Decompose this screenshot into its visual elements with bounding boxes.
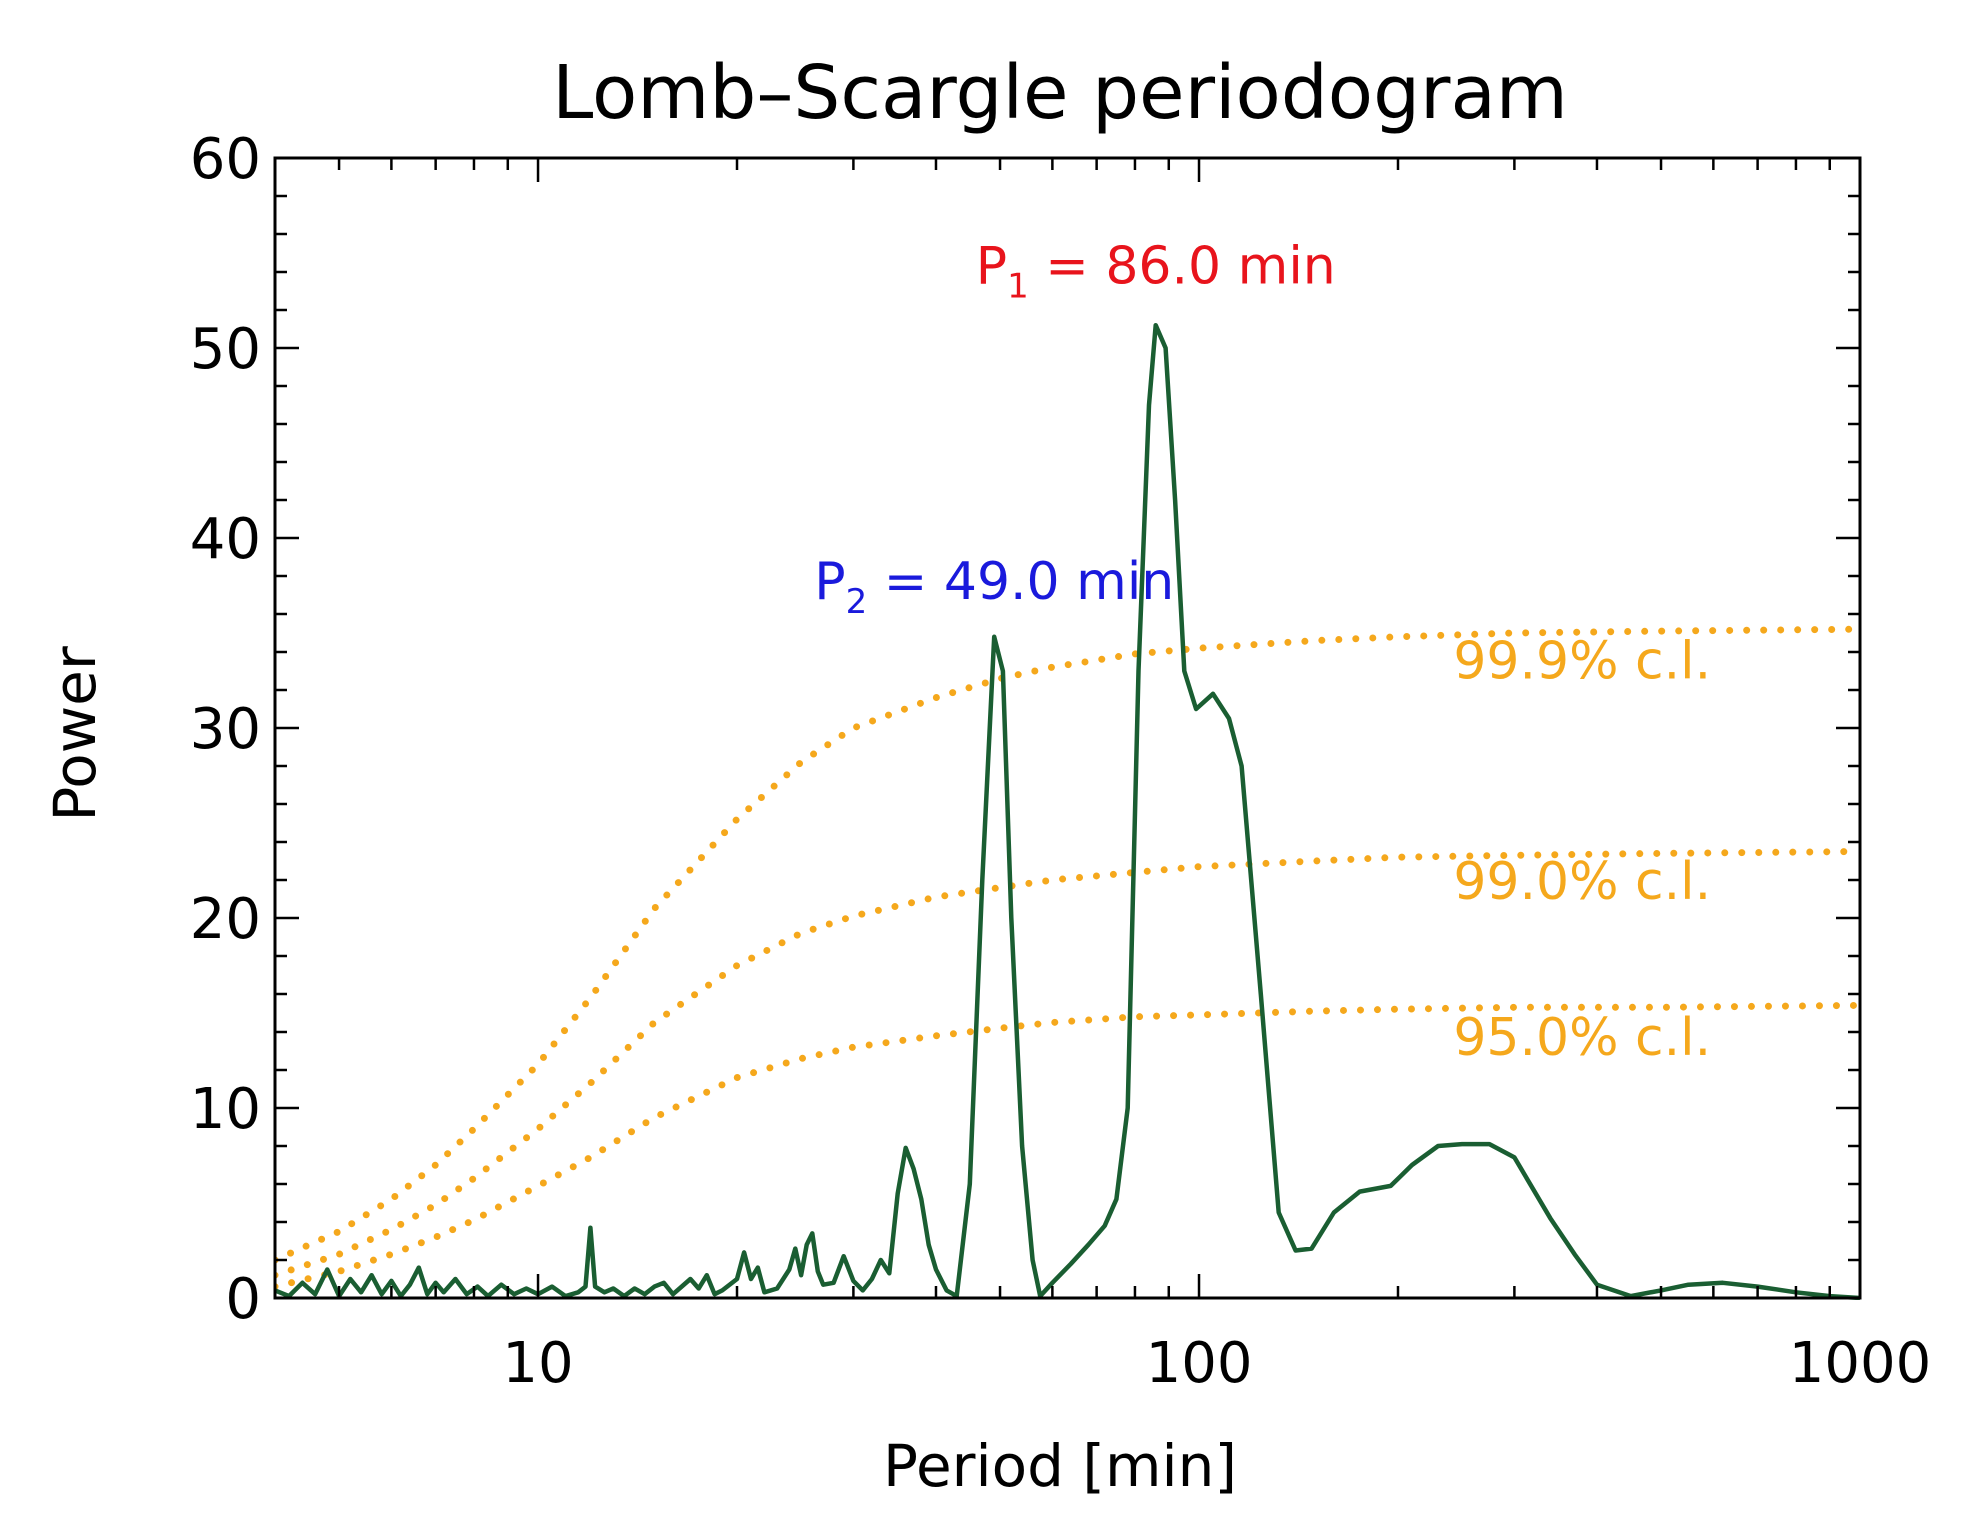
x-axis-title: Period [min] (883, 1432, 1237, 1500)
spectrum-curve (275, 322, 1860, 1300)
y-tick-label: 60 (190, 127, 261, 192)
plot-frame (273, 156, 1862, 1300)
confidence-curve-3 (275, 1001, 1860, 1291)
peak-annotation: P1 = 86.0 min (976, 236, 1336, 306)
x-tick-label: 10 (502, 1331, 573, 1396)
confidence-curve-1 (275, 625, 1860, 1264)
tick-labels: 0 10 20 30 40 50 60 10 100 1000 (190, 127, 1932, 1396)
confidence-label: 99.9% c.l. (1453, 632, 1711, 692)
chart-title: Lomb–Scargle periodogram (552, 50, 1568, 136)
y-tick-label: 0 (225, 1267, 261, 1332)
axis-ticks (273, 156, 1862, 1300)
spectrum-line (275, 322, 1860, 1300)
y-tick-label: 30 (190, 697, 261, 762)
y-axis-title: Power (41, 646, 109, 822)
peak-annotation: P2 = 49.0 min (814, 552, 1174, 622)
confidence-curves (275, 625, 1860, 1291)
y-tick-label: 20 (190, 887, 261, 952)
annotations: 99.9% c.l. 99.0% c.l. 95.0% c.l. P1 = 86.0 … (814, 236, 1711, 1067)
y-tick-label: 40 (190, 507, 261, 572)
confidence-curve-2 (275, 848, 1860, 1279)
y-tick-label: 10 (190, 1077, 261, 1142)
x-tick-label: 100 (1146, 1331, 1253, 1396)
confidence-label: 99.0% c.l. (1453, 852, 1711, 912)
y-tick-label: 50 (190, 317, 261, 382)
confidence-label: 95.0% c.l. (1453, 1008, 1711, 1068)
x-tick-label: 1000 (1789, 1331, 1932, 1396)
